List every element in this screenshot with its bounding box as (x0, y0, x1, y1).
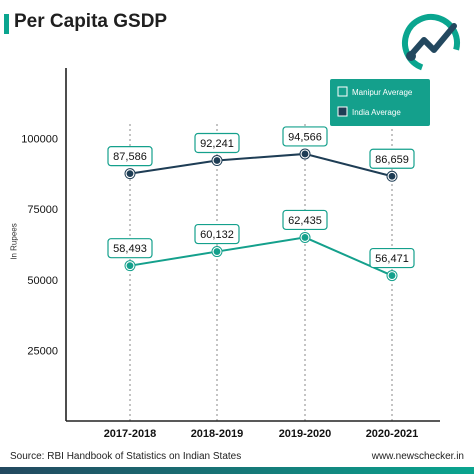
title-accent-bar (4, 14, 9, 34)
y-tick-label: 75000 (27, 204, 58, 216)
x-tick-label: 2020-2021 (366, 428, 419, 440)
data-point (213, 157, 221, 164)
x-tick-label: 2019-2020 (279, 428, 332, 440)
y-tick-label: 50000 (27, 275, 58, 287)
legend-swatch (337, 86, 348, 97)
data-label-box (194, 132, 240, 154)
data-label: 94,566 (288, 131, 322, 143)
data-point (388, 272, 396, 279)
data-label: 62,435 (288, 215, 322, 227)
data-label: 92,241 (200, 138, 234, 150)
y-tick-label: 100000 (21, 134, 58, 146)
data-label-box (282, 126, 328, 147)
data-point (301, 150, 309, 158)
site-url[interactable]: www.newschecker.in (371, 451, 464, 462)
data-point (126, 170, 134, 178)
x-tick-label: 2017-2018 (104, 428, 157, 440)
x-tick-label: 2018-2019 (191, 428, 244, 440)
source-note: Source: RBI Handbook of Statistics on In… (10, 451, 242, 462)
data-point (388, 172, 396, 180)
legend-box (330, 79, 430, 126)
footer: Source: RBI Handbook of Statistics on In… (0, 448, 474, 474)
series-line (129, 152, 393, 178)
data-label-box (107, 146, 153, 167)
y-tick-label: 25000 (27, 345, 58, 357)
data-label: 60,132 (200, 229, 234, 241)
data-label: 86,659 (375, 154, 409, 166)
data-label: 87,586 (113, 151, 147, 163)
data-label: 56,471 (375, 253, 409, 265)
newschecker-logo-icon (402, 14, 460, 72)
data-point (301, 234, 309, 241)
legend-swatch (337, 106, 348, 117)
legend-label: India Average (352, 108, 401, 117)
data-label: 58,493 (113, 243, 147, 255)
data-point (126, 262, 134, 270)
series-line (129, 236, 393, 277)
footer-gradient-strip (0, 467, 474, 474)
data-label-box (282, 209, 328, 231)
data-label-box (194, 223, 240, 245)
data-label-box (369, 148, 415, 169)
data-label-box (107, 238, 153, 259)
legend-label: Manipur Average (352, 88, 413, 97)
page-title: Per Capita GSDP (14, 11, 168, 32)
data-point (213, 248, 221, 255)
data-label-box (369, 247, 415, 269)
